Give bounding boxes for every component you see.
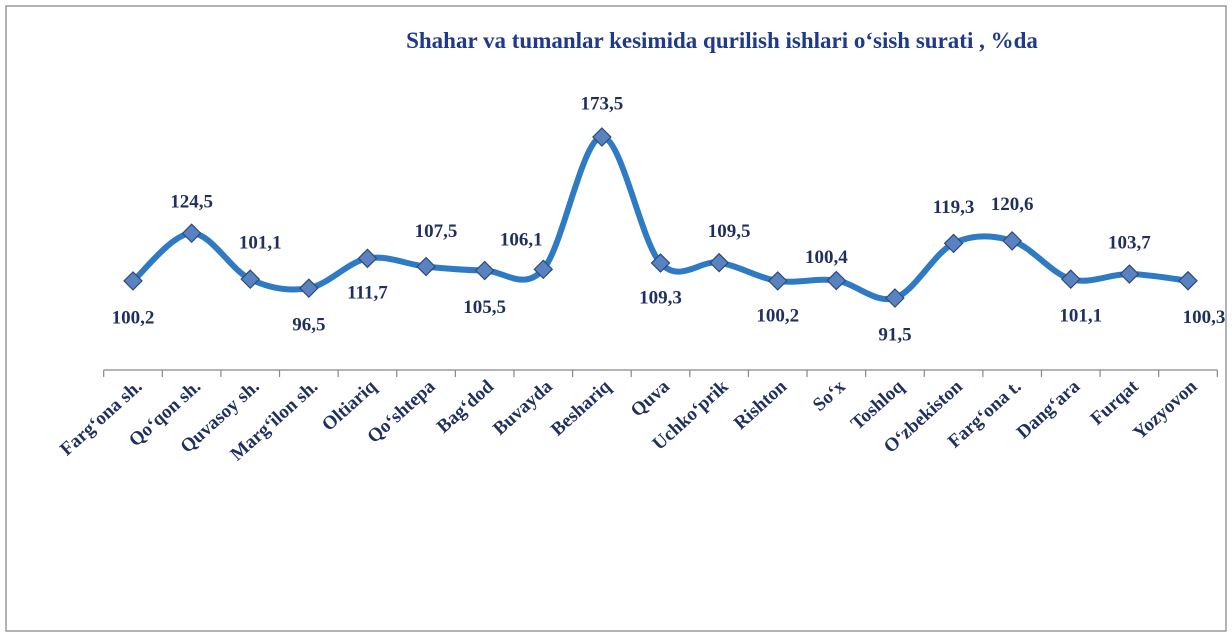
data-label: 105,5 <box>463 297 506 318</box>
marker <box>298 278 319 299</box>
data-label: 100,2 <box>756 305 799 326</box>
data-label: 109,5 <box>708 221 751 242</box>
data-label: 100,3 <box>1183 307 1226 328</box>
data-label: 96,5 <box>292 315 325 336</box>
marker <box>533 259 554 280</box>
marker <box>181 223 202 244</box>
marker <box>1060 269 1081 289</box>
data-label: 111,7 <box>347 283 388 304</box>
marker <box>650 253 671 273</box>
data-label: 109,3 <box>639 287 682 308</box>
marker <box>826 270 847 291</box>
marker <box>1178 270 1198 291</box>
data-label: 173,5 <box>581 93 624 114</box>
data-label: 101,1 <box>239 233 282 254</box>
marker <box>709 252 729 273</box>
marker <box>1002 231 1023 251</box>
marker <box>592 127 612 147</box>
marker <box>240 269 261 289</box>
data-label: 91,5 <box>878 324 911 345</box>
data-label: 101,1 <box>1059 306 1102 327</box>
chart-border <box>5 5 1227 632</box>
data-label: 103,7 <box>1108 232 1151 253</box>
marker <box>123 271 143 291</box>
marker <box>474 260 495 281</box>
marker <box>416 256 436 277</box>
marker <box>943 233 964 254</box>
marker <box>885 288 905 308</box>
marker <box>357 248 378 269</box>
data-label: 124,5 <box>170 192 213 213</box>
marker <box>1119 264 1140 284</box>
data-label: 106,1 <box>500 230 543 251</box>
marker <box>767 271 788 291</box>
chart-title: Shahar va tumanlar kesimida qurilish ish… <box>406 28 1038 53</box>
data-label: 107,5 <box>415 221 458 242</box>
data-label: 100,4 <box>805 247 848 268</box>
data-label: 120,6 <box>991 194 1034 215</box>
data-label: 100,2 <box>112 307 155 328</box>
data-label: 119,3 <box>933 197 975 218</box>
